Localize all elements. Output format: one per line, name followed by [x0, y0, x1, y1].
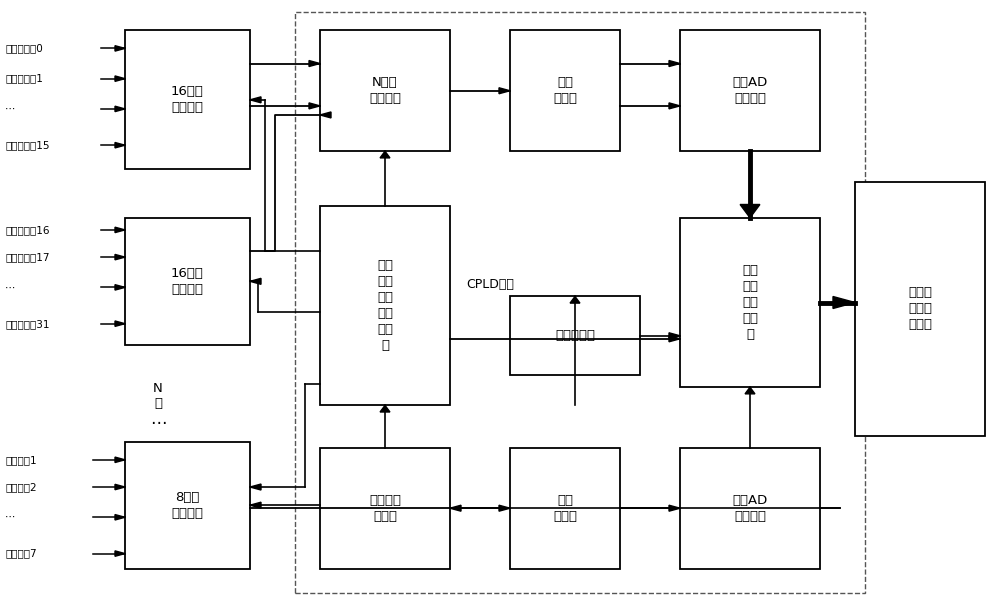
Text: 速缓变信号1: 速缓变信号1	[5, 74, 43, 83]
Text: ⋯: ⋯	[5, 283, 15, 292]
Polygon shape	[833, 296, 855, 309]
Polygon shape	[450, 505, 461, 511]
Text: 冲击信号1: 冲击信号1	[5, 455, 37, 465]
Text: 冲击信号7: 冲击信号7	[5, 549, 37, 558]
Polygon shape	[250, 502, 261, 508]
Polygon shape	[250, 97, 261, 103]
Text: N
组: N 组	[153, 382, 163, 410]
Bar	[125, 218, 250, 345]
Text: 采样路序
存储器: 采样路序 存储器	[369, 494, 401, 523]
Text: 速缓变信号15: 速缓变信号15	[5, 140, 50, 150]
Polygon shape	[570, 296, 580, 303]
Polygon shape	[115, 457, 125, 462]
Polygon shape	[499, 88, 510, 94]
Polygon shape	[115, 255, 125, 260]
Bar	[125, 30, 250, 169]
Text: 16选一
模拟开关: 16选一 模拟开关	[171, 267, 204, 296]
Bar	[320, 206, 450, 405]
Bar	[510, 30, 620, 151]
Polygon shape	[115, 321, 125, 327]
Text: ⋯: ⋯	[5, 104, 15, 114]
Bar	[680, 448, 820, 569]
Text: 输出
缓冲
及控
制单
元: 输出 缓冲 及控 制单 元	[742, 264, 758, 341]
Polygon shape	[250, 484, 261, 490]
Text: 冲击信号2: 冲击信号2	[5, 482, 37, 492]
Text: 地址发生器: 地址发生器	[555, 329, 595, 342]
Bar	[510, 296, 640, 375]
Text: 时序
控制
与通
道选
择单
元: 时序 控制 与通 道选 择单 元	[377, 259, 393, 352]
Polygon shape	[499, 505, 510, 511]
Text: 第二AD
转换模块: 第二AD 转换模块	[732, 494, 768, 523]
Polygon shape	[320, 112, 331, 118]
Polygon shape	[309, 103, 320, 109]
Polygon shape	[669, 336, 680, 342]
Bar	[855, 182, 985, 436]
Text: ⋯: ⋯	[150, 414, 166, 433]
Polygon shape	[115, 484, 125, 490]
Polygon shape	[309, 60, 320, 67]
Polygon shape	[669, 60, 680, 67]
Bar	[125, 442, 250, 569]
Polygon shape	[745, 387, 755, 394]
Text: 第一
放大器: 第一 放大器	[553, 76, 577, 105]
Bar	[320, 30, 450, 151]
Polygon shape	[115, 285, 125, 290]
Polygon shape	[115, 46, 125, 51]
Polygon shape	[380, 405, 390, 412]
Text: 速缓变信号17: 速缓变信号17	[5, 252, 50, 262]
Polygon shape	[115, 227, 125, 232]
Text: 速缓变信号0: 速缓变信号0	[5, 44, 43, 53]
Text: ⋯: ⋯	[5, 512, 15, 522]
Polygon shape	[669, 333, 680, 339]
Text: 数据存
储及综
合模块: 数据存 储及综 合模块	[908, 286, 932, 331]
Text: 速缓变信号31: 速缓变信号31	[5, 319, 50, 329]
Polygon shape	[115, 143, 125, 148]
Polygon shape	[669, 505, 680, 511]
Bar	[680, 218, 820, 387]
Text: 8选一
模拟开关: 8选一 模拟开关	[172, 491, 204, 520]
Text: N选一
模拟开关: N选一 模拟开关	[369, 76, 401, 105]
Polygon shape	[740, 204, 760, 218]
Text: 16选一
模拟开关: 16选一 模拟开关	[171, 85, 204, 114]
Text: CPLD芯片: CPLD芯片	[466, 278, 514, 291]
Polygon shape	[380, 151, 390, 158]
Bar	[320, 448, 450, 569]
Text: 速缓变信号16: 速缓变信号16	[5, 225, 50, 235]
Bar	[680, 30, 820, 151]
Polygon shape	[669, 103, 680, 109]
Bar	[510, 448, 620, 569]
Polygon shape	[250, 278, 261, 284]
Polygon shape	[115, 514, 125, 520]
Polygon shape	[115, 76, 125, 81]
Text: 第一AD
转换模块: 第一AD 转换模块	[732, 76, 768, 105]
Text: 第二
放大器: 第二 放大器	[553, 494, 577, 523]
Polygon shape	[115, 551, 125, 557]
Polygon shape	[115, 106, 125, 111]
Bar	[295, 12, 865, 593]
